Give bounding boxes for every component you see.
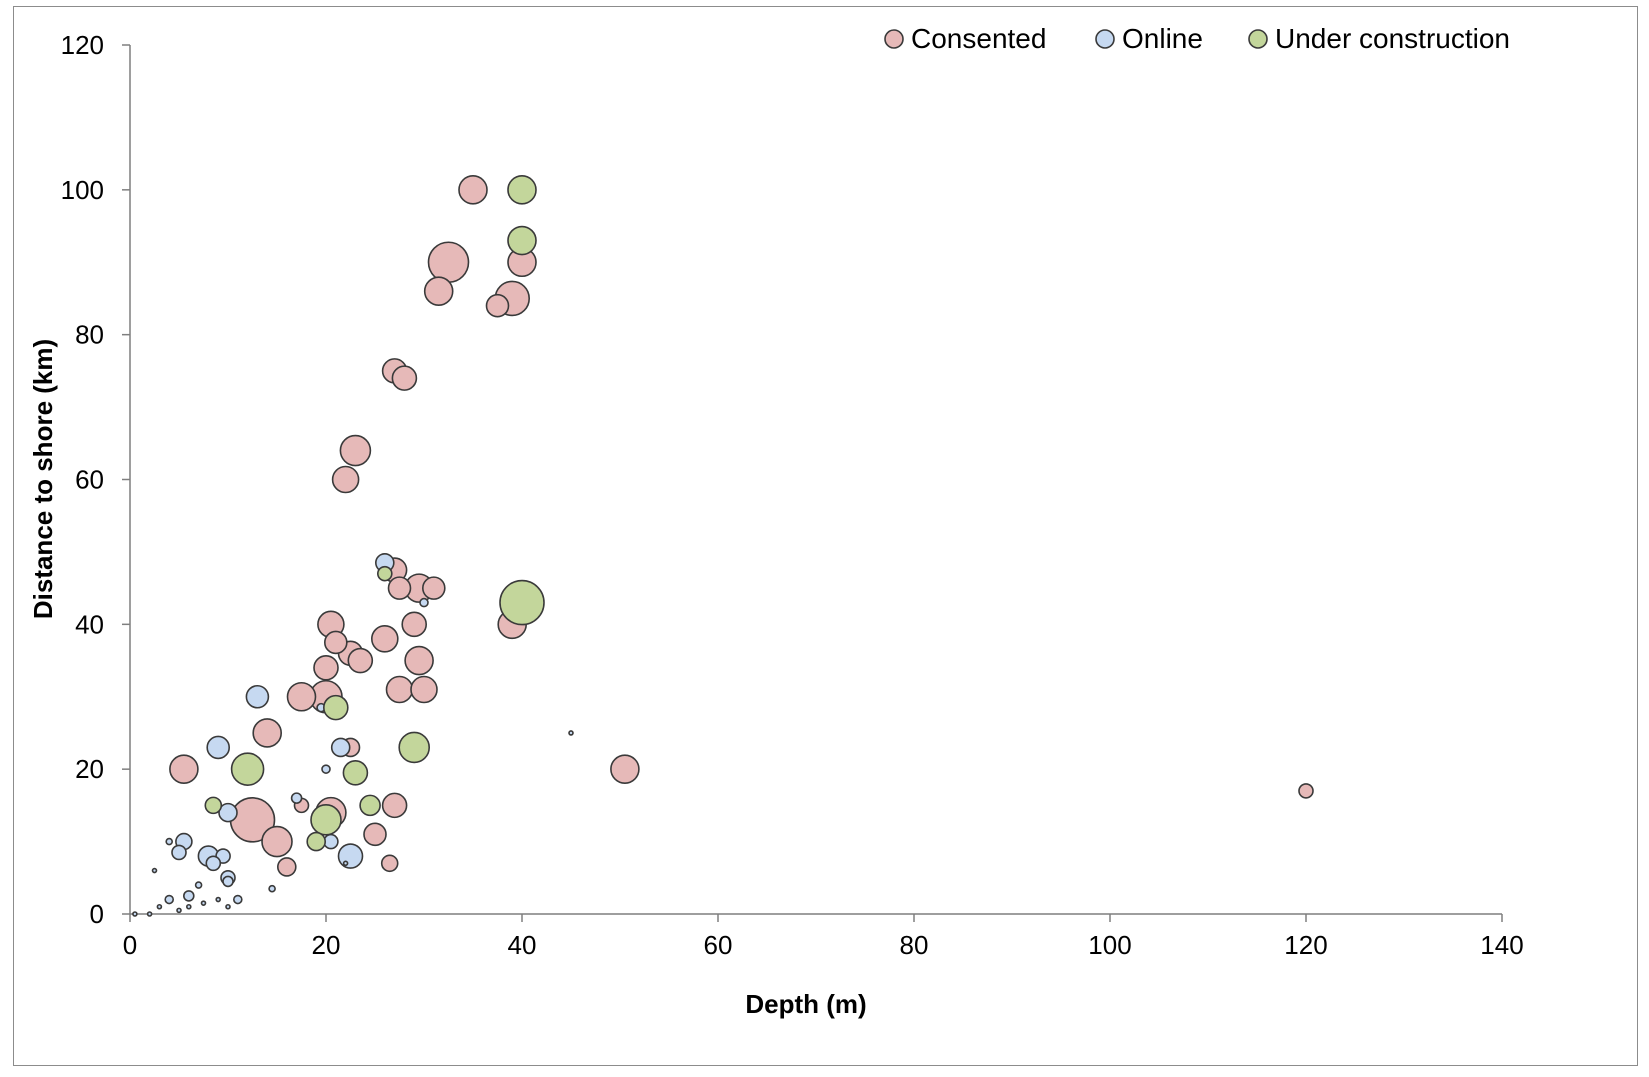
legend-marker [884,29,904,49]
data-point [206,735,230,760]
x-tick-label: 140 [1480,930,1523,960]
data-point [385,675,414,704]
x-tick-label: 120 [1284,930,1327,960]
data-point [230,752,265,786]
data-point [391,365,418,391]
data-point [186,903,192,910]
data-point [507,175,537,205]
x-tick-label: 80 [900,930,929,960]
data-point [331,465,360,494]
data-point [205,855,222,872]
data-point [200,900,207,906]
bubbles [132,175,1314,917]
y-tick-label: 120 [61,30,104,60]
data-point [404,645,434,676]
x-axis-title: Depth (m) [745,989,866,1019]
legend-label: Consented [911,23,1046,54]
legend-marker [1248,29,1268,49]
data-point [380,854,399,873]
series-consented [169,175,1314,877]
x-tick-label: 40 [508,930,537,960]
data-point [261,825,293,858]
scatter-chart: 0 20 40 60 80 100 120 140 0 20 40 60 80 100 120 Depth … [28,23,1524,1019]
data-point [401,611,428,638]
y-tick-label: 60 [75,465,104,495]
data-point [499,579,545,626]
data-point [485,293,510,318]
data-point [347,647,374,674]
data-point [421,576,446,600]
data-point [458,175,488,205]
data-point [370,625,399,653]
x-tick-label: 0 [123,930,137,960]
data-point [322,694,349,721]
y-tick-label: 20 [75,754,104,784]
data-point [387,576,412,600]
data-point [398,731,431,764]
series-under-construction [204,175,545,852]
data-point [183,890,195,902]
data-point [222,875,234,888]
data-point [204,796,223,815]
x-tick-label: 60 [704,930,733,960]
data-point [568,730,574,736]
data-point [306,831,327,852]
legend-label: Online [1122,23,1203,54]
data-point [286,681,317,712]
y-tick-label: 80 [75,320,104,350]
data-point [276,857,297,877]
ticks: 0 20 40 60 80 100 120 140 0 20 40 60 80 100 120 [61,30,1524,960]
data-point [268,884,276,893]
data-point [359,794,381,817]
data-point [410,675,438,704]
data-point [165,837,173,846]
x-tick-label: 20 [312,930,341,960]
series-online [132,552,574,917]
data-point [132,911,138,917]
data-point [171,844,187,861]
data-point [313,654,339,681]
data-point [233,894,243,905]
data-point [218,802,238,823]
x-tick-label: 100 [1088,930,1131,960]
data-point [169,754,199,784]
data-point [330,737,351,758]
data-point [164,894,174,905]
data-point [176,907,182,914]
data-point [376,565,393,582]
data-point [323,630,348,655]
data-point [1298,783,1314,799]
data-point [419,597,429,608]
y-tick-label: 0 [90,899,104,929]
data-point [194,881,203,889]
data-point [342,759,369,786]
y-tick-label: 40 [75,609,104,639]
data-point [245,684,270,709]
data-point [310,804,342,836]
y-axis-title: Distance to shore (km) [28,339,58,619]
data-point [339,434,372,467]
data-point [363,822,387,847]
data-point [507,225,537,256]
data-point [427,241,470,284]
data-point [156,903,163,910]
legend: Consented Online Under construction [884,23,1510,54]
data-point [610,754,640,784]
data-point [381,792,408,819]
data-point [290,792,303,804]
y-tick-label: 100 [61,175,104,205]
data-point [337,843,364,869]
data-point [342,860,349,867]
data-point [321,764,331,774]
data-point [215,896,221,903]
data-point [225,903,231,910]
data-point [151,867,158,874]
data-point [252,718,282,748]
legend-label: Under construction [1275,23,1510,54]
data-point [146,911,153,917]
data-point [423,276,454,307]
legend-marker [1095,29,1115,49]
chart-frame: 0 20 40 60 80 100 120 140 0 20 40 60 80 100 120 Depth … [13,6,1638,1066]
